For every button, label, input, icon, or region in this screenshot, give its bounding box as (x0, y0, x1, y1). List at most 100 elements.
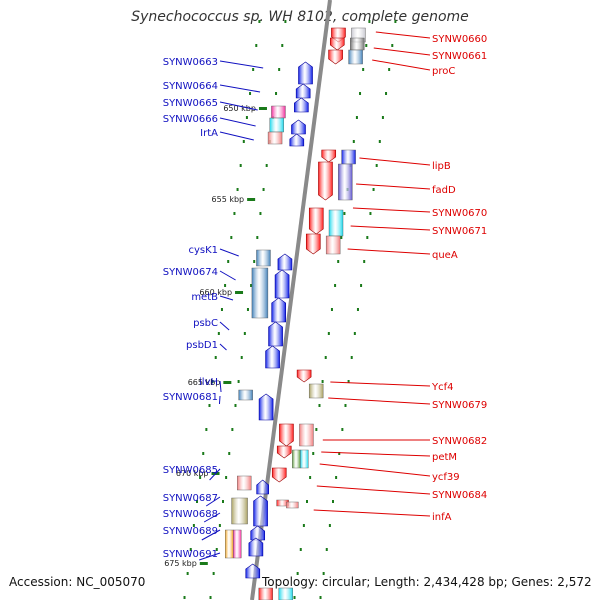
track-tick (319, 596, 322, 599)
track-tick (369, 212, 372, 215)
left-gene-label: psbC (193, 318, 218, 329)
track-tick (255, 44, 258, 47)
track-tick (337, 260, 340, 263)
scale-label: 660 kbp (199, 288, 232, 297)
track-tick (222, 500, 224, 503)
right-gene-box (300, 449, 309, 469)
right-gene-arrow (308, 207, 324, 235)
track-tick (365, 44, 368, 47)
accession-text: Accession: NC_005070 (9, 575, 146, 589)
left-gene-box (256, 249, 271, 267)
track-tick (302, 524, 305, 527)
track-tick (355, 116, 358, 119)
right-leader-line (350, 225, 431, 231)
track-tick (378, 140, 381, 143)
left-gene-label: SYNW0685 (163, 465, 218, 476)
scale-label: 650 kbp (223, 104, 256, 113)
track-tick (385, 92, 388, 95)
track-tick (363, 260, 366, 263)
right-gene-arrow (279, 423, 294, 447)
track-tick (250, 284, 253, 287)
right-gene-box (348, 49, 363, 65)
left-gene-label: SYNW0689 (163, 526, 218, 537)
right-leader-line (328, 397, 431, 405)
track-tick (202, 452, 205, 455)
left-leader-line (219, 270, 236, 281)
left-gene-box (231, 497, 248, 525)
track-tick (352, 140, 355, 143)
track-tick (327, 332, 330, 335)
track-tick (275, 92, 278, 95)
right-leader-line (372, 59, 431, 71)
track-tick (332, 500, 334, 503)
track-tick (343, 212, 346, 215)
track-tick (309, 476, 312, 479)
track-tick (353, 332, 356, 335)
track-tick (391, 44, 394, 47)
track-tick (256, 236, 259, 239)
left-gene-label: SYNW0674 (163, 267, 218, 278)
topology-text: Topology: circular; Length: 2,434,428 bp… (262, 575, 592, 589)
right-leader-line (319, 463, 431, 477)
right-leader-line (347, 248, 431, 255)
left-gene-label: IrtA (200, 128, 218, 139)
left-gene-arrow (268, 321, 283, 347)
right-gene-box (286, 501, 299, 509)
track-tick (225, 476, 228, 479)
track-tick (231, 428, 234, 431)
track-tick (281, 44, 284, 47)
track-tick (249, 92, 252, 95)
track-tick (360, 284, 363, 287)
track-tick (366, 236, 369, 239)
left-gene-arrow (253, 495, 268, 527)
right-gene-label: infA (432, 512, 452, 523)
left-gene-label: SYNW0688 (163, 509, 218, 520)
scale-tick (223, 381, 232, 384)
left-leader-line (219, 60, 264, 69)
left-gene-arrow (294, 97, 309, 113)
track-tick (258, 20, 261, 23)
left-gene-arrow (245, 563, 261, 579)
right-gene-label: Ycf4 (431, 382, 454, 393)
left-gene-label: SYNW0664 (163, 81, 218, 92)
track-tick (278, 68, 281, 71)
track-tick (228, 452, 231, 455)
track-tick (234, 404, 237, 407)
left-leader-line (219, 321, 230, 331)
left-leader-line (219, 343, 227, 351)
track-tick (362, 68, 365, 71)
right-gene-label: SYNW0671 (432, 226, 487, 237)
right-gene-label: lipB (432, 161, 451, 172)
track-tick (356, 308, 359, 311)
right-leader-line (373, 47, 431, 56)
left-gene-label: metB (191, 292, 218, 303)
right-gene-arrow (271, 467, 287, 483)
track-tick (183, 596, 186, 599)
track-tick (215, 548, 218, 551)
track-tick (350, 356, 353, 359)
right-gene-label: SYNW0660 (432, 34, 487, 45)
right-gene-box (341, 149, 356, 165)
left-leader-line (219, 248, 239, 257)
track-tick (328, 524, 331, 527)
track-tick (211, 380, 214, 383)
left-gene-arrow (289, 133, 305, 147)
right-gene-label: fadD (432, 185, 456, 196)
left-leader-line (219, 380, 222, 393)
scale-label: 675 kbp (164, 559, 197, 568)
right-leader-line (359, 157, 431, 166)
right-gene-arrow (321, 149, 337, 163)
left-leader-line (199, 552, 221, 561)
left-leader-line (219, 101, 258, 111)
right-leader-line (321, 451, 431, 457)
left-gene-arrow (256, 479, 269, 495)
left-gene-arrow (277, 253, 293, 271)
track-tick (284, 20, 287, 23)
left-gene-label: SYNW0687 (163, 493, 218, 504)
track-tick (368, 20, 371, 23)
right-gene-box (258, 587, 273, 600)
track-tick (265, 164, 268, 167)
right-gene-label: queA (432, 250, 458, 261)
right-gene-label: SYNW0670 (432, 208, 487, 219)
